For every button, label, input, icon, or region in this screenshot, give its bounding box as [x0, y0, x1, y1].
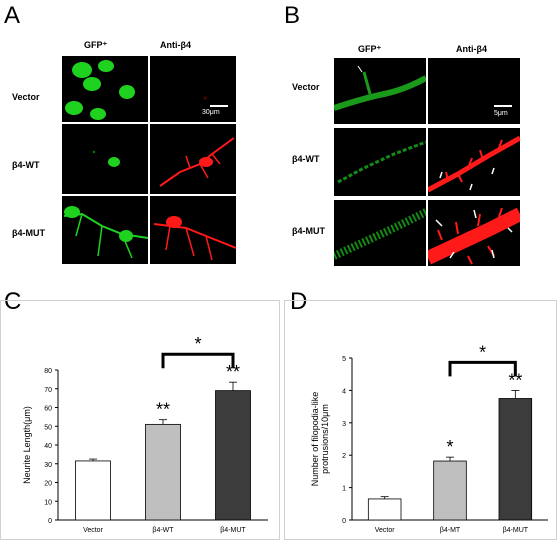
- chart-c-y-tick-label: 70: [44, 387, 52, 394]
- panel-a-mut-anti-image: [150, 196, 236, 264]
- panel-b-vector-gfp-image: [334, 58, 426, 124]
- chart-d-y-label: Number of filopodia-like: [310, 392, 320, 487]
- panel-a-vector-anti-image: 30μm: [150, 56, 236, 122]
- panel-a-vector-gfp-image: [62, 56, 148, 122]
- chart-d-y-tick-label: 2: [342, 453, 346, 460]
- chart-c-x-tick-label: Vector: [83, 527, 104, 534]
- chart-c-y-tick-label: 60: [44, 406, 52, 413]
- chart-c-bar: [215, 390, 251, 521]
- chart-d-bracket-label: *: [479, 342, 486, 362]
- panel-a-wt-gfp-image: [62, 124, 148, 194]
- panel-b-vector-anti-image: 5μm: [428, 58, 520, 124]
- panel-b-col-gfp: GFP⁺: [358, 44, 382, 54]
- chart-c-y-tick-label: 30: [44, 462, 52, 469]
- panel-b-row-vector: Vector: [292, 82, 320, 92]
- chart-c-x-tick-label: β4-MUT: [220, 527, 246, 534]
- chart-d-x-tick-label: β4-MT: [440, 527, 461, 534]
- chart-d-bar: [433, 460, 467, 521]
- panel-letter-c: C: [4, 288, 22, 315]
- panel-letter-b: B: [284, 2, 301, 29]
- panel-b-col-anti: Anti-β4: [456, 44, 487, 54]
- chart-c-y-tick-label: 50: [44, 424, 52, 431]
- chart-c-significance-label: **: [226, 362, 240, 382]
- chart-d-significance-label: *: [446, 437, 453, 457]
- chart-c-y-label: Neurite Length(μm): [22, 406, 32, 484]
- chart-c-y-tick-label: 0: [48, 518, 52, 525]
- chart-d-significance-label: **: [508, 370, 522, 390]
- chart-c-significance-label: **: [156, 400, 170, 420]
- chart-d-y-tick-label: 1: [342, 486, 346, 493]
- panel-b-wt-gfp-image: [334, 128, 426, 196]
- chart-d-bar: [367, 498, 402, 521]
- panel-b-wt-anti-image: [428, 128, 520, 196]
- chart-c-x-tick-label: β4-WT: [152, 527, 174, 534]
- chart-c-y-tick-label: 40: [44, 443, 52, 450]
- chart-d-bar: [498, 398, 533, 521]
- panel-b-row-mut: β4-MUT: [292, 226, 325, 236]
- chart-d-y-label: protrusions/10μm: [320, 404, 330, 474]
- chart-c-y-tick-label: 80: [44, 368, 52, 375]
- panel-a-row-vector: Vector: [12, 92, 40, 102]
- panel-letter-a: A: [4, 2, 21, 29]
- chart-d-bracket: [448, 360, 517, 377]
- chart-d-y-tick-label: 0: [342, 518, 346, 525]
- panel-letter-d: D: [290, 288, 308, 315]
- neurite-length-chart: 0 10 20 30 40 50 60 70 80 Neurite Length(μm) Vecto…: [0, 300, 280, 540]
- chart-c-bar: [75, 460, 111, 521]
- chart-d-x-tick-label: β4-MUT: [503, 527, 529, 534]
- chart-c-bracket-label: *: [194, 334, 201, 354]
- panel-b-scale-bar-label: 5μm: [494, 110, 508, 117]
- panel-a-col-anti: Anti-β4: [160, 40, 191, 50]
- chart-d-x-tick-label: Vector: [375, 527, 396, 534]
- panel-b-mut-anti-image: [428, 200, 520, 266]
- chart-d-y-tick-label: 4: [342, 388, 346, 395]
- chart-d-y-tick-label: 5: [342, 356, 346, 363]
- chart-c-y-tick-label: 20: [44, 481, 52, 488]
- chart-d-y-tick-label: 3: [342, 421, 346, 428]
- panel-b-row-wt: β4-WT: [292, 154, 320, 164]
- chart-c-bar: [145, 423, 181, 521]
- panel-a-mut-gfp-image: [62, 196, 148, 264]
- panel-a-row-mut: β4-MUT: [12, 228, 45, 238]
- panel-a-col-gfp: GFP⁺: [84, 40, 108, 50]
- panel-a-scale-bar-label: 30μm: [202, 109, 220, 116]
- panel-a-row-wt: β4-WT: [12, 160, 40, 170]
- chart-c-y-tick-label: 10: [44, 499, 52, 506]
- panel-a-wt-anti-image: [150, 124, 236, 194]
- filopodia-chart: 0 1 2 3 4 5 Number of filopodia-like protrusion…: [284, 300, 557, 540]
- chart-c-bracket: [161, 352, 235, 369]
- panel-b-mut-gfp-image: [334, 200, 426, 266]
